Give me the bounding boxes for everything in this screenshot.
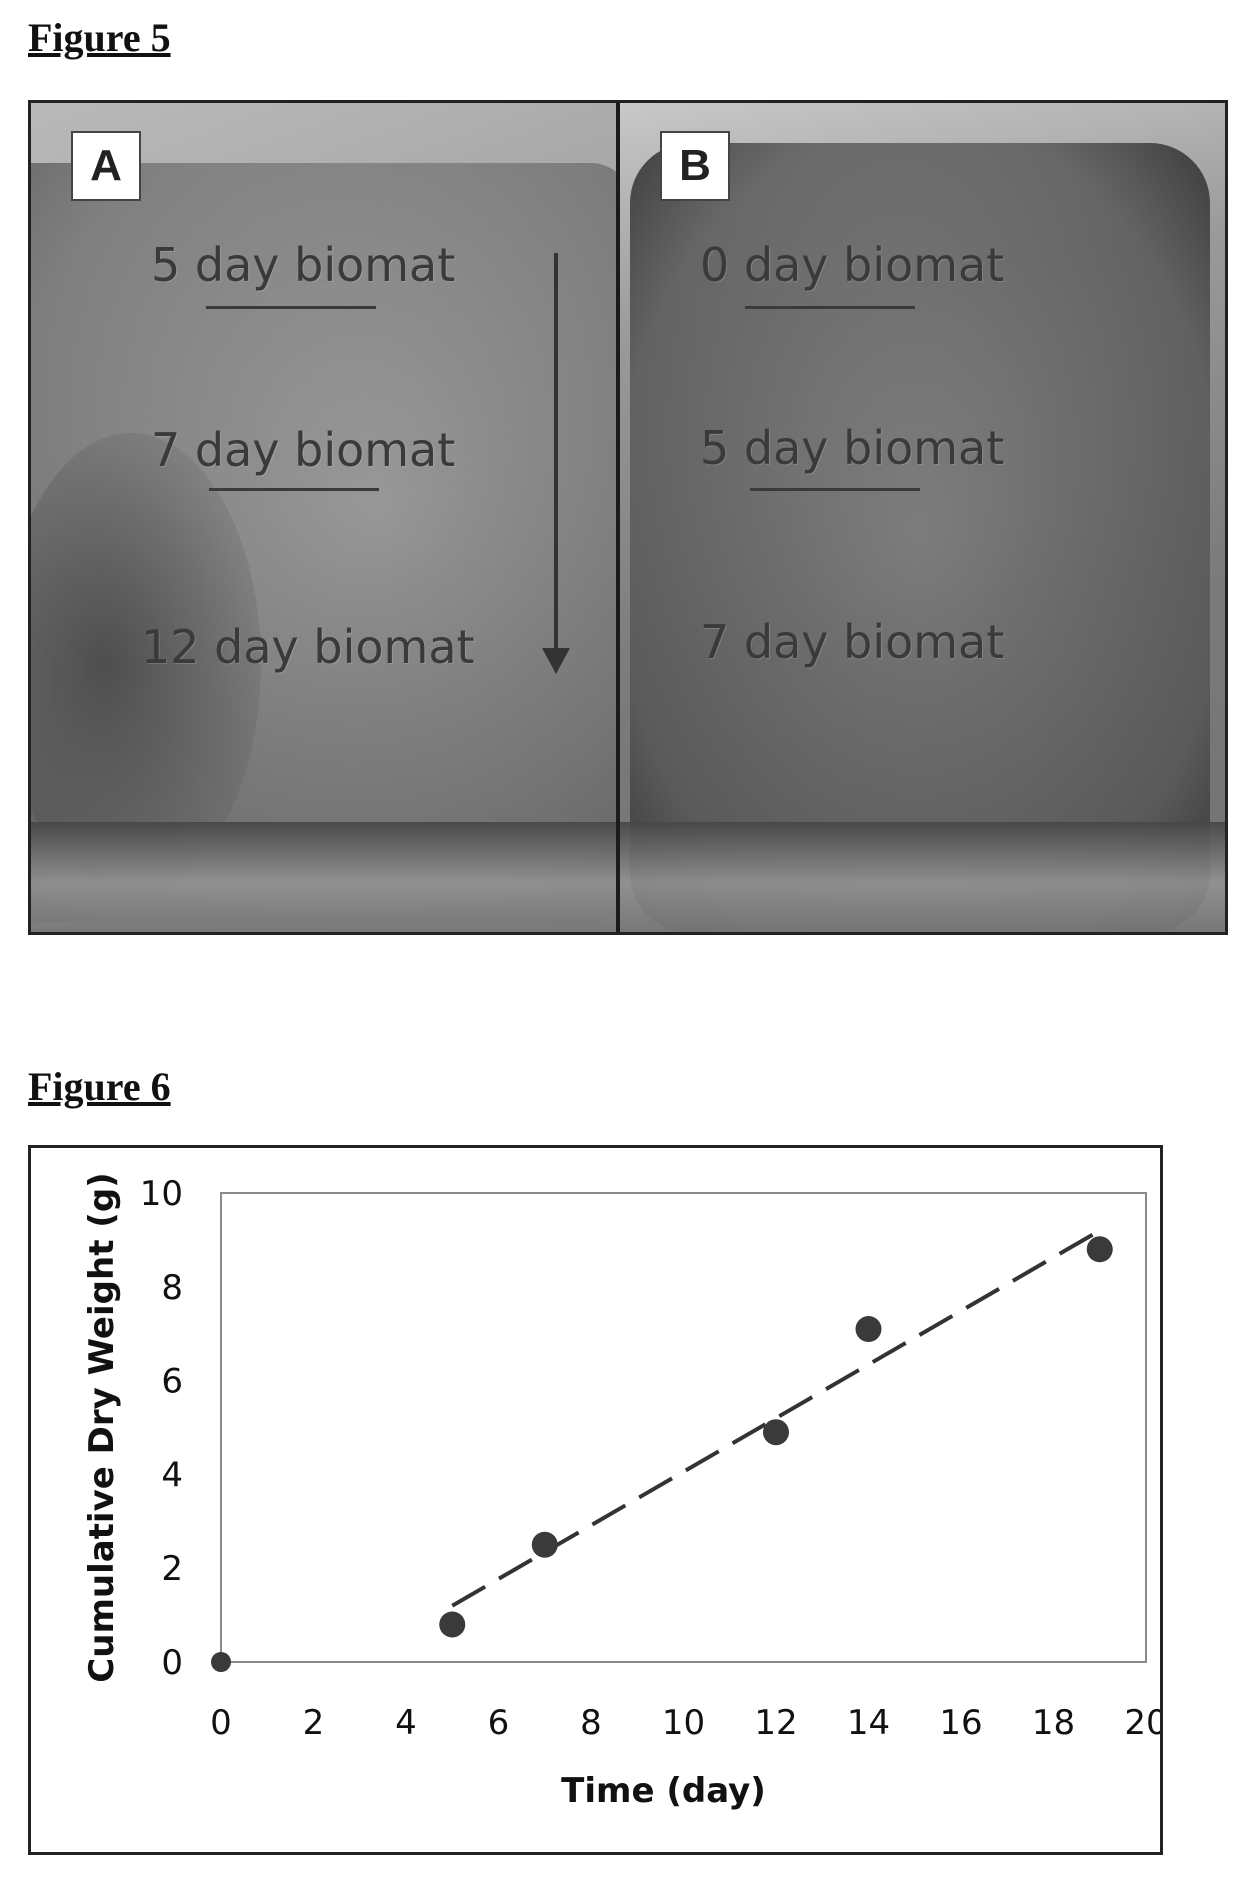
x-tick-label: 0 — [210, 1703, 232, 1743]
x-tick-label: 12 — [754, 1703, 797, 1743]
y-tick-label: 6 — [161, 1362, 183, 1402]
panel-divider — [616, 103, 620, 932]
plot-area — [220, 1192, 1147, 1663]
down-arrow-shaft — [554, 253, 558, 653]
panel-a-item-2: 7 day biomat — [151, 423, 456, 477]
x-tick-label: 16 — [939, 1703, 982, 1743]
figure-6-heading: Figure 6 — [28, 1064, 171, 1109]
x-tick-label: 20 — [1124, 1703, 1160, 1743]
panel-b-label: B — [660, 131, 730, 201]
panel-b-divider-1 — [745, 306, 915, 309]
y-tick-label: 8 — [161, 1268, 183, 1308]
y-tick-label: 0 — [161, 1643, 183, 1683]
x-tick-label: 6 — [488, 1703, 510, 1743]
data-point — [1086, 1236, 1113, 1263]
x-tick-label: 14 — [847, 1703, 890, 1743]
panel-b: B 0 day biomat 5 day biomat 7 day biomat — [620, 103, 1225, 932]
figure-5-photo: A 5 day biomat 7 day biomat 12 day bioma… — [28, 100, 1228, 935]
figure-6-chart: 0 2 4 6 8 10 0 2 4 6 8 10 12 14 16 18 20 Time (day) Cumula… — [28, 1145, 1163, 1855]
data-point — [211, 1652, 231, 1672]
x-axis-title: Time (day) — [561, 1771, 766, 1811]
x-tick-label: 10 — [662, 1703, 705, 1743]
x-tick-label: 8 — [580, 1703, 602, 1743]
data-point — [439, 1611, 466, 1638]
x-tick-label: 2 — [303, 1703, 325, 1743]
panel-a-divider-1 — [206, 306, 376, 309]
y-axis-title: Cumulative Dry Weight (g) — [82, 1172, 122, 1682]
panel-a-label: A — [71, 131, 141, 201]
panel-b-item-3: 7 day biomat — [700, 615, 1005, 669]
panel-b-item-2: 5 day biomat — [700, 421, 1005, 475]
x-tick-label: 4 — [395, 1703, 417, 1743]
data-point — [763, 1419, 789, 1446]
data-point — [855, 1316, 882, 1343]
down-arrow-icon — [542, 648, 570, 674]
trendline — [451, 1228, 1101, 1608]
data-point — [531, 1531, 558, 1558]
x-tick-label: 18 — [1032, 1703, 1075, 1743]
panel-a-divider-2 — [209, 488, 379, 491]
y-tick-label: 2 — [161, 1549, 183, 1589]
scatter-chart: 0 2 4 6 8 10 0 2 4 6 8 10 12 14 16 18 20 Time (day) Cumula… — [82, 1172, 1160, 1811]
y-tick-label: 4 — [161, 1455, 183, 1495]
panel-a-item-3: 12 day biomat — [141, 620, 475, 674]
figure-5-heading: Figure 5 — [28, 15, 171, 60]
panel-b-item-1: 0 day biomat — [700, 238, 1005, 292]
panel-a: A 5 day biomat 7 day biomat 12 day bioma… — [31, 103, 616, 932]
panel-a-item-1: 5 day biomat — [151, 238, 456, 292]
panel-b-divider-2 — [750, 488, 920, 491]
y-tick-label: 10 — [140, 1174, 183, 1214]
